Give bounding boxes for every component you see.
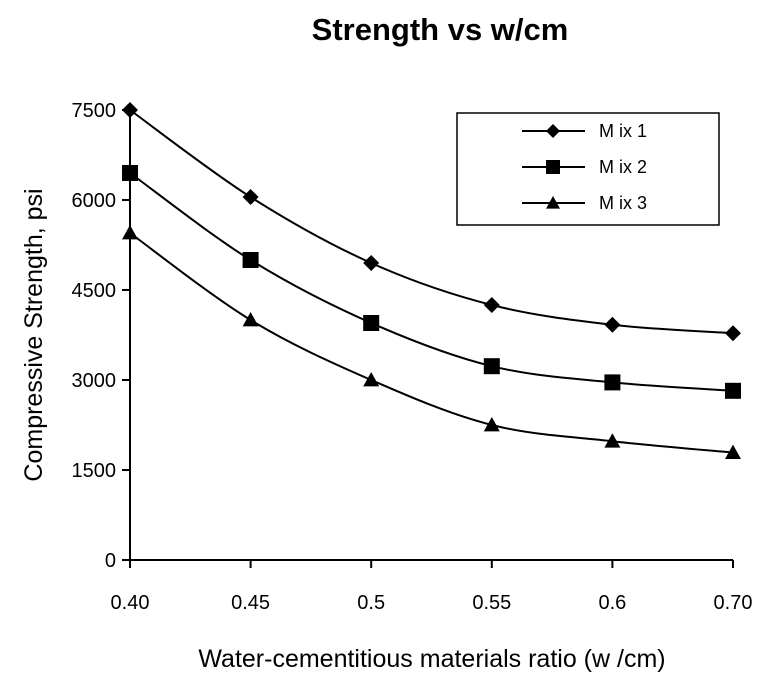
legend-marker	[546, 124, 560, 138]
series-2-point	[122, 165, 138, 181]
series-3-point	[122, 225, 138, 240]
series-3-point	[725, 444, 741, 459]
series-3-point	[242, 312, 259, 327]
legend-label: M ix 1	[599, 121, 647, 141]
series-3-point	[604, 433, 621, 448]
x-tick-label: 0.5	[357, 592, 385, 614]
x-tick-label: 0.40	[111, 592, 150, 614]
y-tick-label: 3000	[72, 370, 117, 392]
y-tick-label: 7500	[72, 100, 117, 122]
series-2	[122, 165, 741, 399]
series-2-point	[725, 382, 741, 399]
legend-box	[456, 112, 720, 226]
series-3-line	[129, 232, 734, 454]
legend-marker	[546, 160, 560, 174]
x-tick-label: 0.45	[231, 592, 270, 614]
series-layer	[122, 102, 741, 459]
chart-title: Strength vs w/cm	[312, 12, 569, 47]
series-3	[122, 225, 741, 459]
series-1	[122, 102, 741, 342]
series-1-point	[604, 316, 621, 333]
legend-label: M ix 2	[599, 157, 647, 177]
x-tick-label: 0.70	[714, 592, 753, 614]
series-1-point	[122, 102, 138, 118]
y-tick-label: 1500	[72, 460, 117, 482]
y-tick-label: 4500	[72, 280, 117, 302]
legend-label: M ix 3	[599, 193, 647, 213]
series-1-point	[242, 189, 259, 205]
series-1-point	[725, 325, 741, 342]
series-1-point	[363, 255, 380, 271]
series-3-point	[363, 372, 380, 387]
legend: M ix 1 M ix 2 M ix 3	[456, 112, 720, 226]
y-tick-label: 0	[105, 550, 116, 572]
x-tick-label: 0.55	[472, 592, 511, 614]
series-2-point	[604, 374, 621, 391]
x-axis-label: Water-cementitious materials ratio (w /c…	[198, 645, 665, 673]
x-tick-label: 0.6	[598, 592, 626, 614]
legend-marker	[546, 196, 560, 209]
series-1-point	[483, 297, 500, 313]
legend-item: M ix 2	[522, 157, 647, 177]
legend-item: M ix 1	[522, 121, 647, 141]
series-2-point	[363, 315, 380, 331]
series-2-point	[483, 358, 500, 375]
y-axis-label: Compressive Strength, psi	[20, 188, 48, 481]
series-2-point	[242, 252, 259, 268]
legend-item: M ix 3	[522, 193, 647, 213]
axes: 0 1500 3000 4500 6000 7500 0.40 0.45 0.5 0.55 0.6 0…	[72, 100, 753, 614]
y-tick-label: 6000	[72, 190, 117, 212]
series-3-point	[483, 417, 500, 432]
